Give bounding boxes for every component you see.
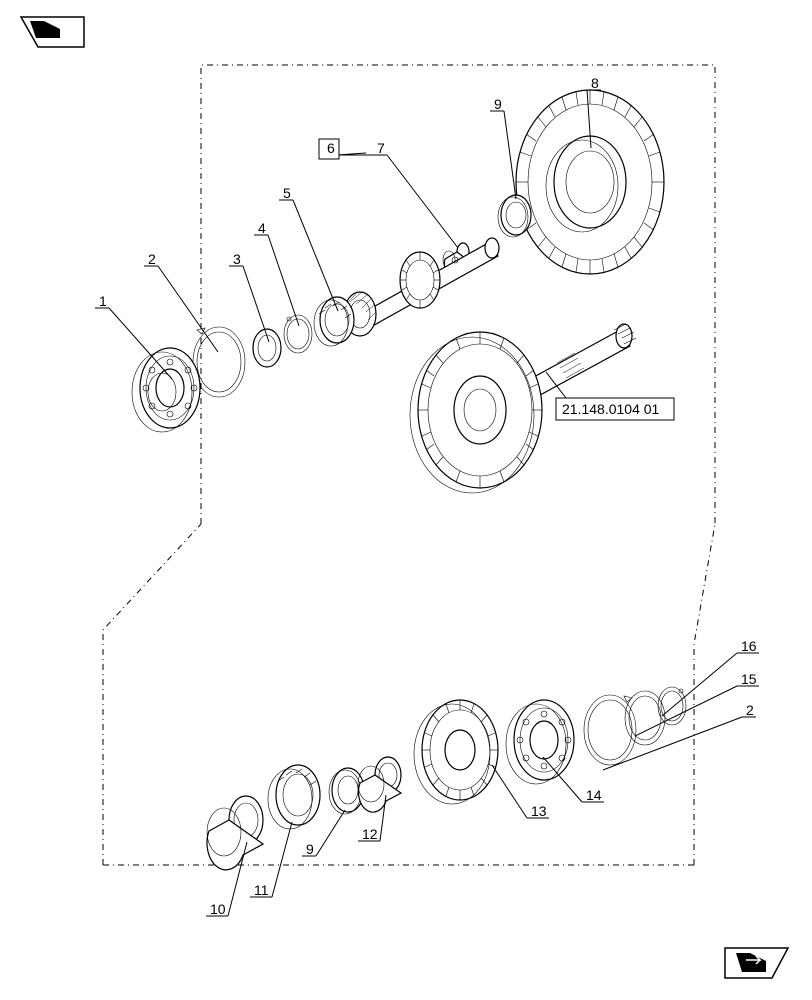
callout-label: 15 xyxy=(741,671,757,687)
callout-label: 8 xyxy=(591,75,599,91)
callout-3: 3 xyxy=(229,251,269,342)
washer-9 xyxy=(498,195,531,237)
callout-7: 7 xyxy=(373,140,458,248)
snap-ring-4 xyxy=(284,315,312,353)
callout-label: 2 xyxy=(148,251,156,267)
page-badge-top-left xyxy=(21,17,84,47)
callout-2: 2 xyxy=(144,251,218,352)
callout-label: 14 xyxy=(586,787,602,803)
callout-label: 9 xyxy=(494,96,502,112)
callout-label: 7 xyxy=(377,140,385,156)
lower-assembly xyxy=(207,687,686,870)
callout-label: 13 xyxy=(531,803,547,819)
callout-15: 15 xyxy=(635,671,759,736)
bearing-11 xyxy=(268,765,320,829)
upper-assembly xyxy=(132,90,664,493)
gear-large xyxy=(516,90,664,274)
callout-2b: 2 xyxy=(603,702,756,770)
needle-bearing-5 xyxy=(314,297,354,346)
snap-ring-2 xyxy=(193,327,245,397)
ref-gear xyxy=(410,332,542,493)
callout-label: 16 xyxy=(741,638,757,654)
callout-6: 6 xyxy=(319,139,366,159)
callout-label: 1 xyxy=(99,293,107,309)
bearing-14 xyxy=(506,700,574,784)
page-badge-bottom-right xyxy=(725,948,788,978)
callout-label: 4 xyxy=(258,220,266,236)
callout-label: 11 xyxy=(254,882,269,898)
bearing-1 xyxy=(132,348,200,432)
callout-label: 10 xyxy=(210,901,226,917)
snap-ring-16 xyxy=(658,687,686,725)
callout-label: 3 xyxy=(233,251,241,267)
spacer-12 xyxy=(358,757,401,812)
callout-label: 12 xyxy=(362,826,378,842)
callout-label: 6 xyxy=(327,140,335,156)
callout-label: 9 xyxy=(306,841,314,857)
reference-text: 21.148.0104 01 xyxy=(562,401,660,417)
snap-ring-2b xyxy=(584,695,636,765)
main-shaft xyxy=(338,238,499,336)
callout-9: 9 xyxy=(490,96,516,199)
sleeve-10 xyxy=(207,796,263,870)
gear-13 xyxy=(414,700,498,804)
group-border-lower xyxy=(103,524,715,865)
callout-1: 1 xyxy=(95,293,172,379)
callout-label: 2 xyxy=(746,702,754,718)
callout-label: 5 xyxy=(283,185,291,201)
callout-4: 4 xyxy=(254,220,299,326)
